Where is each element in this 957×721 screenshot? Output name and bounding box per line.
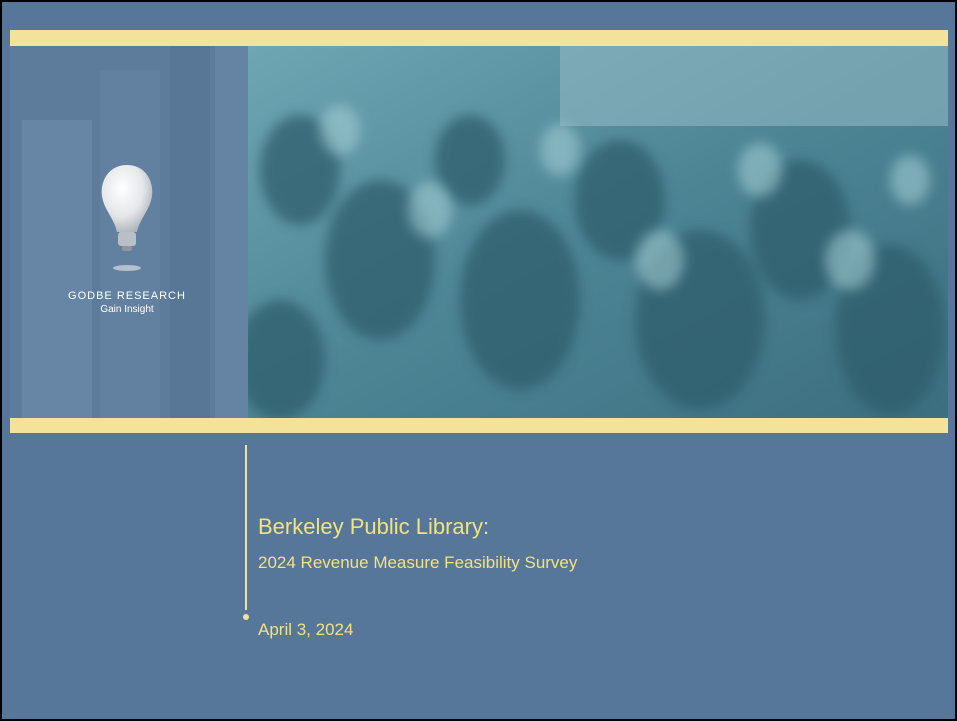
logo-tagline: Gain Insight xyxy=(100,304,154,315)
crowd-photo xyxy=(235,46,948,420)
slide: GODBE RESEARCH Gain Insight Berkeley Pub… xyxy=(0,0,957,721)
divider-dot xyxy=(243,614,249,620)
page: GODBE RESEARCH Gain Insight Berkeley Pub… xyxy=(0,0,957,721)
bottom-band xyxy=(10,418,948,433)
logo-name: GODBE RESEARCH xyxy=(68,290,186,302)
top-band xyxy=(10,30,948,46)
title: Berkeley Public Library: xyxy=(258,514,489,539)
subtitle: 2024 Revenue Measure Feasibility Survey xyxy=(258,553,578,572)
date: April 3, 2024 xyxy=(258,620,353,639)
